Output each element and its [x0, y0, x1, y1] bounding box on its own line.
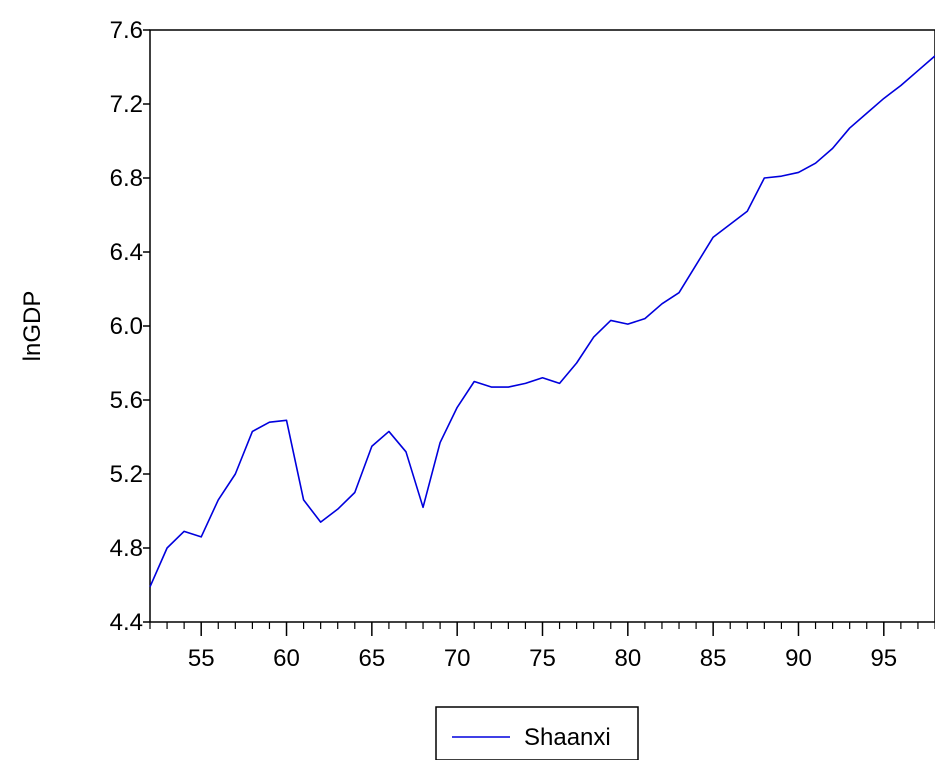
plot-frame [149, 29, 935, 623]
x-minor-ticks [149, 622, 935, 629]
legend-label-shaanxi: Shaanxi [524, 724, 611, 751]
y-tick-label: 7.2 [110, 91, 143, 118]
x-tick-label: 60 [273, 645, 300, 672]
x-tick-label: 55 [188, 645, 215, 672]
y-tick-label: 4.8 [110, 535, 143, 562]
x-tick-label: 70 [444, 645, 471, 672]
x-tick-label: 95 [870, 645, 897, 672]
series-line-shaanxi [149, 55, 935, 588]
x-tick-label: 80 [614, 645, 641, 672]
y-axis: 4.4 4.8 5.2 5.6 6.0 6.4 6.8 7.2 7.6 [110, 17, 150, 636]
y-tick-label: 5.2 [110, 461, 143, 488]
y-tick-label: 6.0 [110, 313, 143, 340]
y-tick-label: 6.4 [110, 239, 143, 266]
x-tick-label: 90 [785, 645, 812, 672]
y-tick-label: 6.8 [110, 165, 143, 192]
y-tick-label: 5.6 [110, 387, 143, 414]
legend: Shaanxi [435, 706, 639, 760]
y-tick-label: 7.6 [110, 17, 143, 44]
x-axis: 55 60 65 70 75 80 85 90 95 [188, 622, 897, 672]
legend-box [435, 706, 639, 760]
x-tick-label: 85 [700, 645, 727, 672]
x-tick-label: 65 [358, 645, 385, 672]
x-tick-label: 75 [529, 645, 556, 672]
y-axis-title: lnGDP [19, 291, 46, 362]
y-tick-label: 4.4 [110, 609, 143, 636]
